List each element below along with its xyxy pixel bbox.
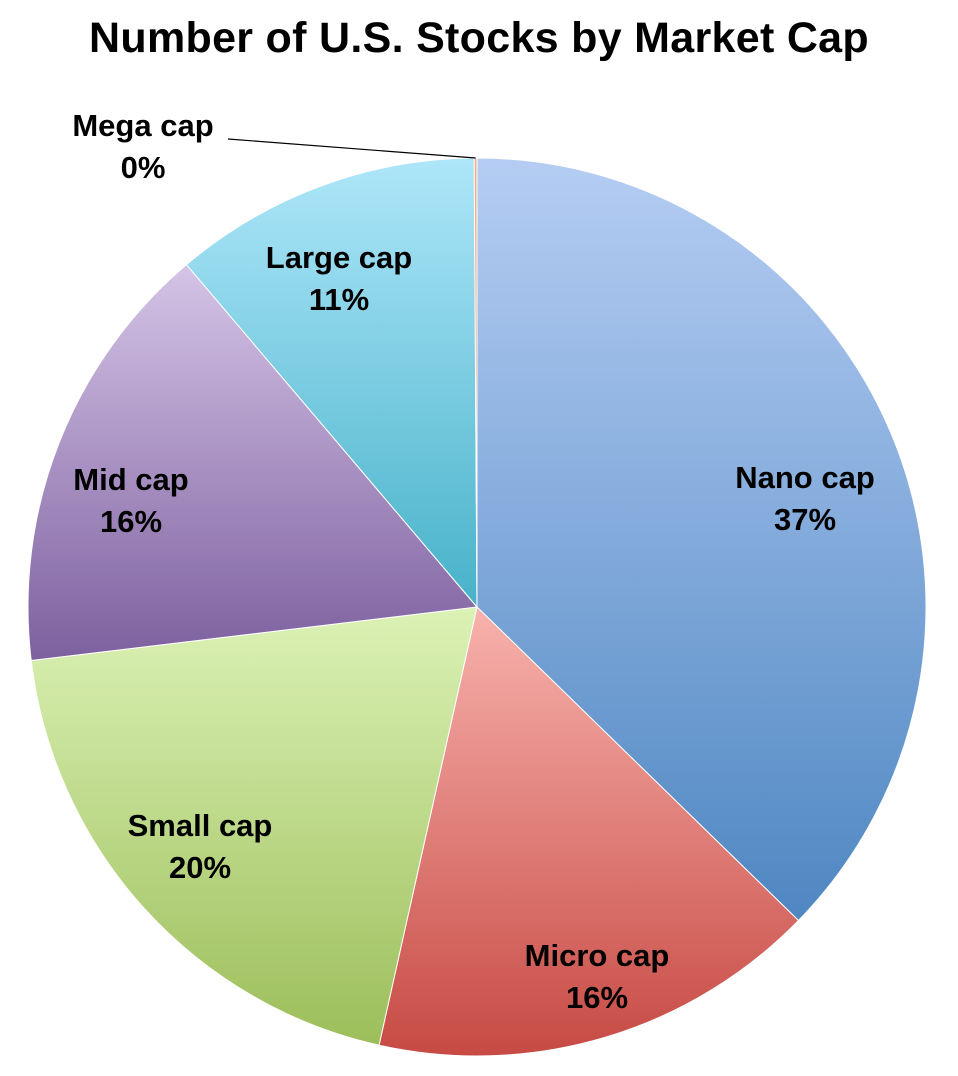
chart-title: Number of U.S. Stocks by Market Cap	[89, 14, 869, 62]
slice-percent-mega-cap: 0%	[121, 150, 166, 185]
pie-slice-large-cap	[185, 157, 478, 609]
pie-slice-micro-cap	[378, 606, 800, 1057]
slice-label-mega-cap: Mega cap	[72, 108, 213, 143]
slice-label-nano-cap: Nano cap	[735, 460, 875, 495]
pie-slice-mid-cap	[27, 263, 478, 662]
slice-label-small-cap: Small cap	[128, 808, 273, 843]
slice-percent-large-cap: 11%	[309, 282, 369, 317]
pie-slices	[27, 157, 927, 1057]
slice-label-large-cap: Large cap	[266, 240, 412, 275]
slice-percent-mid-cap: 16%	[100, 504, 162, 539]
pie-slice-small-cap	[30, 606, 478, 1046]
slice-percent-small-cap: 20%	[169, 850, 231, 885]
slice-percent-micro-cap: 16%	[566, 980, 628, 1015]
slice-label-micro-cap: Micro cap	[525, 938, 670, 973]
pie-slice-nano-cap	[476, 157, 927, 922]
slice-percent-nano-cap: 37%	[774, 502, 836, 537]
slice-labels: Nano cap 37% Micro cap 16% Small cap 20% Mid c…	[72, 108, 874, 1015]
slice-label-mid-cap: Mid cap	[73, 462, 188, 497]
leader-lines	[227, 138, 476, 159]
leader-line-mega-cap	[227, 138, 476, 159]
